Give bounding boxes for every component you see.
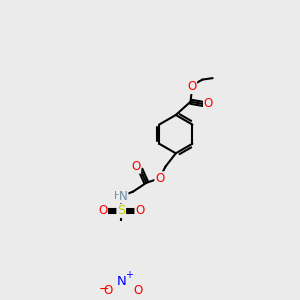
Text: O: O [155, 172, 164, 185]
Text: +: + [125, 270, 133, 280]
Text: O: O [98, 204, 107, 217]
Text: N: N [116, 275, 126, 288]
Text: O: O [134, 284, 143, 297]
Text: O: O [188, 80, 196, 94]
Text: −: − [99, 282, 110, 296]
Text: O: O [204, 98, 213, 110]
Text: H: H [114, 191, 122, 201]
Text: O: O [131, 160, 141, 173]
Text: O: O [103, 284, 112, 297]
Text: O: O [135, 204, 144, 217]
Text: S: S [117, 204, 125, 217]
Text: N: N [119, 190, 128, 202]
